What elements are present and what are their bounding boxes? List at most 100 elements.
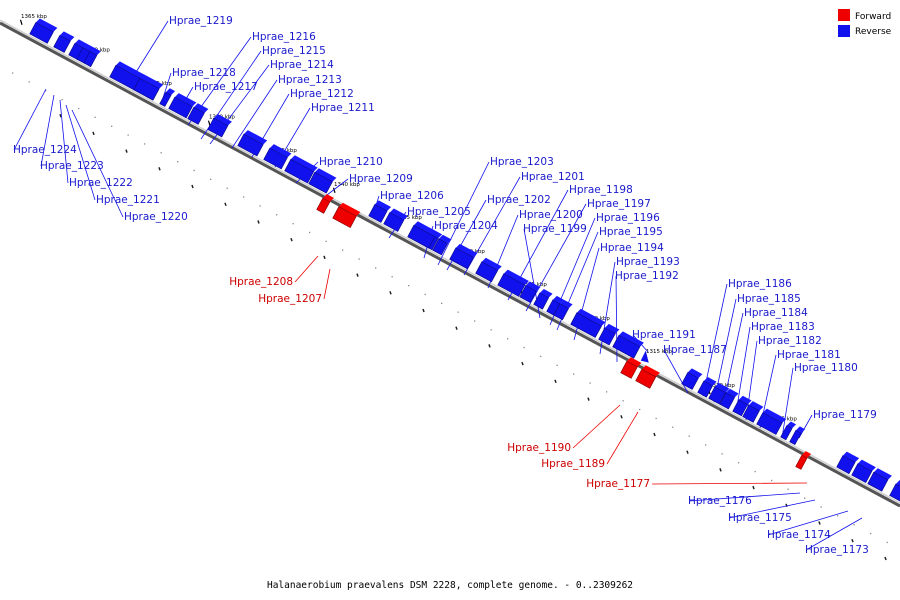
leader-line	[463, 176, 521, 276]
gene-hprae-1218	[133, 74, 164, 101]
gene-body	[620, 360, 638, 379]
gene-hprae-1212	[237, 130, 268, 157]
gene-hprae-1199	[533, 289, 553, 310]
guide-tick	[455, 326, 458, 330]
gene-top-face	[243, 130, 268, 145]
gene-hprae-1182	[742, 401, 764, 423]
leader-line	[71, 109, 124, 218]
gene-hprae-1175	[851, 459, 876, 484]
gene-hprae-1185	[708, 382, 730, 405]
guide-dot	[441, 302, 443, 304]
gene-hprae-1181	[756, 408, 787, 435]
guide-tick	[191, 184, 194, 189]
guide-tick	[158, 167, 161, 171]
guide-dot	[853, 524, 855, 526]
gene-body	[867, 471, 889, 492]
gene-label: Hprae_1200	[519, 209, 583, 221]
gene-top-face	[641, 365, 660, 377]
guide-dot	[705, 444, 707, 446]
leader-line	[606, 411, 639, 465]
guide-tick	[719, 468, 722, 472]
leader-line	[437, 161, 490, 266]
gene-hprae-1189	[635, 365, 660, 389]
gene-top-face	[115, 61, 145, 79]
gene-hprae-1223	[53, 31, 75, 53]
guide-dot	[144, 143, 146, 145]
gene-top-face	[389, 208, 408, 220]
gene-top-face	[139, 74, 164, 89]
guide-dot	[837, 515, 839, 517]
gene-top-face	[539, 289, 553, 298]
gene-label: Hprae_1217	[194, 81, 258, 93]
gene-hprae-1179	[789, 426, 806, 446]
gene-label: Hprae_1209	[349, 173, 413, 185]
gene-hprae-1206	[368, 200, 392, 223]
guide-dot	[94, 116, 96, 118]
gene-label: Hprae_1202	[487, 194, 551, 206]
gene-hprae-1201	[449, 243, 478, 270]
gene-hprae-1192	[612, 331, 644, 359]
guide-tick	[554, 379, 557, 384]
gene-label: Hprae_1212	[290, 88, 354, 100]
leader-line	[59, 99, 69, 184]
guide-dot	[61, 99, 63, 101]
guide-dot	[78, 107, 80, 110]
guide-dot	[523, 346, 525, 349]
guide-dot	[507, 338, 509, 340]
leader-line	[663, 349, 689, 394]
guide-tick	[59, 113, 62, 118]
gene-body	[449, 247, 474, 270]
gene-top-face	[738, 395, 752, 405]
gene-label: Hprae_1184	[744, 307, 808, 319]
guide-dot	[160, 152, 162, 154]
gene-hprae-1176	[836, 451, 860, 475]
gene-hprae-1207	[332, 202, 361, 229]
gene-top-face	[314, 168, 337, 182]
leader-line	[13, 88, 47, 151]
gene-label: Hprae_1194	[600, 242, 664, 254]
gene-top-face	[552, 295, 564, 304]
gene-hprae-1205	[383, 208, 408, 232]
guide-dot	[391, 276, 393, 278]
gene-label: Hprae_1180	[794, 362, 858, 374]
gene-top-face	[413, 221, 439, 237]
gene-top-face	[714, 382, 730, 393]
gene-body	[432, 238, 449, 256]
guide-tick	[125, 149, 128, 153]
gene-body	[553, 303, 570, 321]
gene-body	[851, 463, 873, 484]
leader-line	[798, 414, 813, 439]
guide-dot	[589, 382, 591, 384]
backbone-layer	[0, 19, 900, 561]
leader-line	[525, 203, 587, 312]
gene-top-face	[626, 357, 642, 367]
backbone-highlight	[0, 19, 900, 504]
leader-line	[651, 482, 808, 485]
leader-line	[162, 72, 172, 99]
guide-dot	[639, 408, 641, 411]
gene-body	[29, 22, 54, 44]
gene-body	[789, 429, 802, 446]
guide-dot	[474, 320, 476, 322]
leader-line	[294, 255, 319, 283]
gene-body	[316, 197, 331, 214]
leader-line	[702, 283, 728, 397]
gene-label: Hprae_1191	[632, 329, 696, 341]
guide-dot	[573, 373, 575, 375]
gene-body	[598, 327, 616, 346]
gene-hprae-1184	[719, 388, 739, 410]
gene-body	[168, 96, 193, 119]
gene-label: Hprae_1182	[758, 335, 822, 347]
gene-hprae-1180	[780, 421, 797, 441]
gene-label: Hprae_1190	[507, 442, 571, 454]
tick-label: 1365 kbp	[21, 14, 47, 20]
legend-label-forward: Forward	[855, 12, 891, 22]
leader-line	[231, 79, 278, 149]
gene-top-face	[762, 408, 787, 423]
gene-body	[697, 380, 714, 398]
gene-label: Hprae_1220	[124, 211, 188, 223]
leader-line	[781, 367, 794, 439]
gene-hprae-1217	[159, 88, 176, 107]
gene-hprae-1203	[407, 221, 439, 249]
